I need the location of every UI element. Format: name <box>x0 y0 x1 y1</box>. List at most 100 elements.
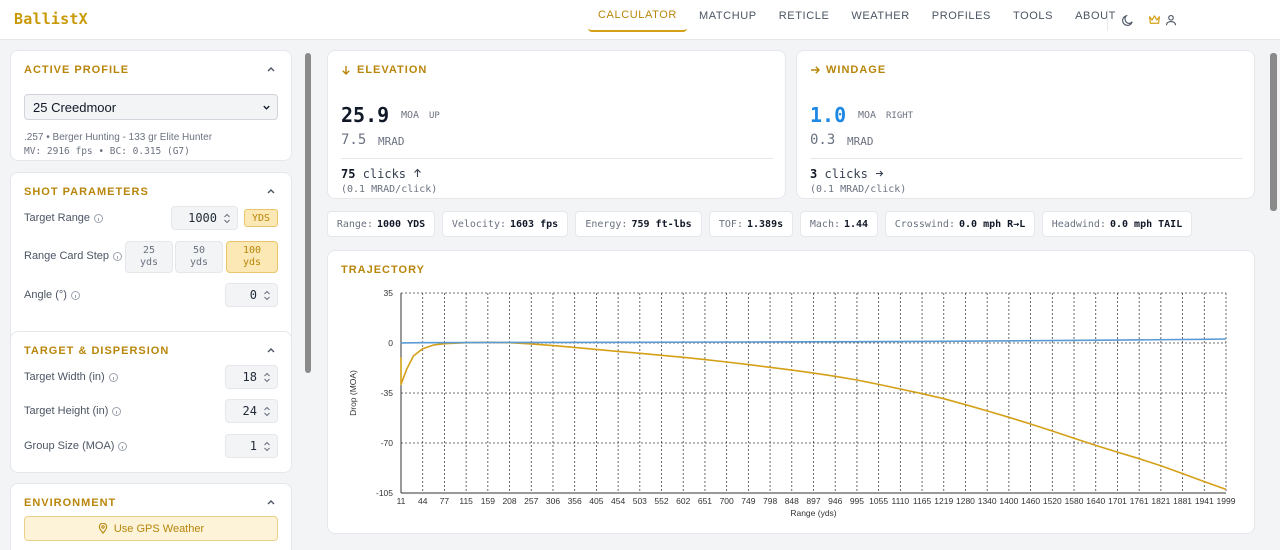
elevation-title: ELEVATION <box>341 64 427 76</box>
spinner-icon[interactable] <box>263 441 271 452</box>
info-icon[interactable] <box>108 372 118 382</box>
x-tick-label: 552 <box>654 496 668 506</box>
windage-moa-unit: MOA <box>858 110 877 121</box>
x-tick-label: 798 <box>763 496 777 506</box>
group-size-input[interactable]: 1 <box>225 434 278 458</box>
x-axis-label: Range (yds) <box>790 508 836 518</box>
app-logo[interactable]: BallistX <box>14 10 88 28</box>
target-dispersion-title: TARGET & DISPERSION <box>24 345 170 357</box>
stat-velocity-label: Velocity: <box>451 218 506 230</box>
target-width-input[interactable]: 18 <box>225 365 278 389</box>
range-unit-toggle[interactable]: YDS <box>244 209 278 227</box>
y-tick-label: -105 <box>376 488 393 498</box>
stat-crosswind-value: 0.0 mph R→L <box>958 218 1026 230</box>
info-icon[interactable] <box>118 441 128 451</box>
info-icon[interactable] <box>113 251 122 261</box>
info-icon[interactable] <box>112 406 122 416</box>
windage-click-value: (0.1 MRAD/click) <box>810 184 907 195</box>
spinner-icon[interactable] <box>263 290 271 301</box>
nav-about[interactable]: ABOUT <box>1075 10 1116 22</box>
step-50-unit: yds <box>189 257 209 268</box>
target-range-label: Target Range <box>24 212 104 224</box>
target-range-value: 1000 <box>188 211 217 225</box>
profile-select[interactable]: 25 Creedmoor <box>24 94 278 120</box>
sidebar-scrollbar-thumb[interactable] <box>305 53 311 373</box>
trajectory-chart[interactable]: 35 0 -35 -70 -105 11 44 77 115 159 208 257 306 356 405… <box>328 263 1254 533</box>
elevation-panel: ELEVATION 25.9 MOA UP 7.5 MRAD 75 clicks… <box>327 50 786 199</box>
spinner-icon[interactable] <box>263 406 271 417</box>
nav-reticle[interactable]: RETICLE <box>778 10 830 22</box>
target-height-label-text: Target Height (in) <box>24 405 109 417</box>
use-gps-weather-button[interactable]: Use GPS Weather <box>24 516 278 541</box>
target-height-label: Target Height (in) <box>24 405 122 417</box>
elevation-direction: UP <box>429 111 440 121</box>
stat-crosswind-label: Crosswind: <box>894 218 955 230</box>
nav-divider <box>1107 9 1108 31</box>
x-tick-label: 1280 <box>956 496 975 506</box>
stat-mach-value: 1.44 <box>844 218 869 230</box>
elevation-moa-unit: MOA <box>401 110 420 121</box>
chevron-up-icon[interactable] <box>265 185 277 197</box>
trajectory-panel: TRAJECTORY 35 0 -35 -70 -105 11 44 77 115 159 208 2… <box>327 250 1255 534</box>
windage-clicks-label: clicks <box>824 167 868 181</box>
nav-tools[interactable]: TOOLS <box>1013 10 1054 22</box>
target-range-input[interactable]: 1000 <box>171 206 238 230</box>
shot-parameters-card: SHOT PARAMETERS Target Range 1000 YDS Ra… <box>10 172 292 359</box>
chevron-up-icon[interactable] <box>265 63 277 75</box>
active-profile-title: ACTIVE PROFILE <box>24 64 130 76</box>
x-tick-label: 1640 <box>1086 496 1105 506</box>
x-tick-label: 1165 <box>913 496 932 506</box>
angle-input[interactable]: 0 <box>225 283 278 307</box>
elevation-clicks-count: 75 <box>341 167 356 181</box>
x-tick-label: 1941 <box>1195 496 1214 506</box>
sidebar: ACTIVE PROFILE 25 Creedmoor .257 • Berge… <box>0 40 300 550</box>
user-icon[interactable] <box>1163 12 1179 28</box>
main-content: ELEVATION 25.9 MOA UP 7.5 MRAD 75 clicks… <box>316 40 1266 550</box>
y-tick-label: -70 <box>381 438 394 448</box>
step-25-button[interactable]: 25 yds <box>125 241 173 273</box>
stat-range: Range: 1000 YDS <box>327 211 435 237</box>
moon-icon[interactable] <box>1119 12 1135 28</box>
stat-crosswind: Crosswind: 0.0 mph R→L <box>885 211 1035 237</box>
x-tick-label: 1761 <box>1130 496 1149 506</box>
x-tick-label: 749 <box>741 496 755 506</box>
chevron-up-icon[interactable] <box>265 344 277 356</box>
info-icon[interactable] <box>70 290 80 300</box>
x-tick-label: 1340 <box>978 496 997 506</box>
nav-matchup[interactable]: MATCHUP <box>698 10 757 22</box>
windage-series-line <box>400 338 1227 344</box>
stat-energy-value: 759 ft-lbs <box>631 218 692 230</box>
windage-clicks-count: 3 <box>810 167 818 181</box>
nav-weather[interactable]: WEATHER <box>851 10 910 22</box>
spinner-icon[interactable] <box>263 372 271 383</box>
nav-profiles[interactable]: PROFILES <box>931 10 991 22</box>
step-100-unit: yds <box>242 257 262 268</box>
x-tick-label: 503 <box>633 496 647 506</box>
elevation-title-text: ELEVATION <box>357 64 428 76</box>
target-height-input[interactable]: 24 <box>225 399 278 423</box>
environment-title: ENVIRONMENT <box>24 497 117 509</box>
main-scrollbar-thumb[interactable] <box>1270 53 1277 211</box>
x-tick-label: 1821 <box>1151 496 1170 506</box>
use-gps-weather-label: Use GPS Weather <box>113 522 205 535</box>
target-dispersion-card: TARGET & DISPERSION Target Width (in) 18… <box>10 331 292 473</box>
chevron-up-icon[interactable] <box>265 496 277 508</box>
stat-headwind: Headwind: 0.0 mph TAIL <box>1042 211 1192 237</box>
x-tick-label: 1999 <box>1217 496 1236 506</box>
drop-series-line <box>400 341 1227 491</box>
step-25-unit: yds <box>139 257 159 268</box>
chevron-down-icon <box>263 105 270 110</box>
x-tick-label: 454 <box>611 496 625 506</box>
stat-headwind-value: 0.0 mph TAIL <box>1109 218 1183 230</box>
x-tick-label: 356 <box>568 496 582 506</box>
nav-calculator[interactable]: CALCULATOR <box>588 0 687 32</box>
step-50-button[interactable]: 50 yds <box>175 241 223 273</box>
info-icon[interactable] <box>94 213 104 223</box>
x-tick-label: 11 <box>397 496 406 506</box>
windage-divider <box>810 158 1242 159</box>
spinner-icon[interactable] <box>223 213 231 224</box>
arrow-right-icon <box>811 66 820 74</box>
crown-icon[interactable] <box>1146 12 1162 28</box>
shot-parameters-title: SHOT PARAMETERS <box>24 186 149 198</box>
step-100-button[interactable]: 100 yds <box>226 241 278 273</box>
